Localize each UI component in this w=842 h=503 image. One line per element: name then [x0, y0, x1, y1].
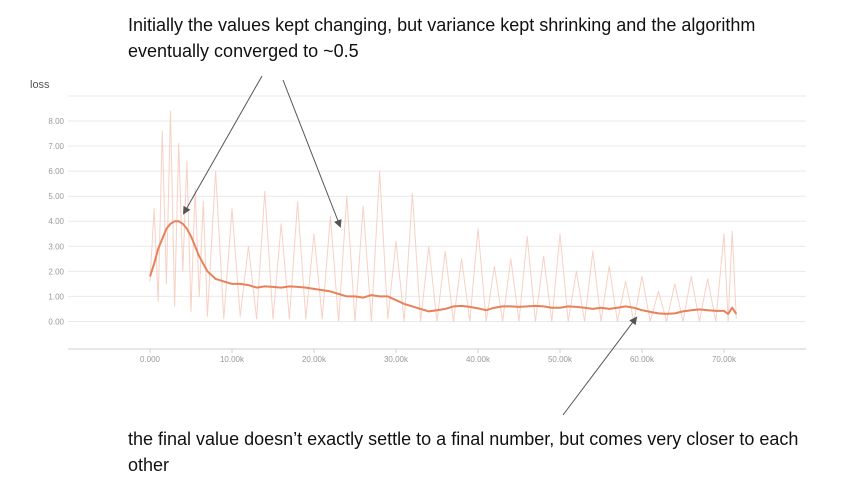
x-tick-label: 10.00k: [220, 355, 245, 364]
x-tick-label: 50.00k: [548, 355, 573, 364]
chart-title: loss: [30, 79, 50, 91]
x-tick-label: 40.00k: [466, 355, 491, 364]
arrow-to-variance: [282, 79, 342, 228]
x-axis-ticks: 0.000 10.00k 20.00k 30.00k 40.00k 50.00k 60.00…: [140, 349, 737, 364]
x-tick-label: 0.000: [140, 355, 161, 364]
x-tick-label: 70.00k: [712, 355, 737, 364]
chart-series: [149, 110, 738, 322]
arrow-to-tail: [562, 316, 638, 416]
arrow-to-peak: [183, 75, 263, 215]
y-tick-label: 1.00: [48, 292, 64, 301]
x-tick-label: 20.00k: [302, 355, 327, 364]
y-axis-ticks: 0.00 1.00 2.00 3.00 4.00 5.00 6.00 7.00 8.00: [48, 117, 64, 326]
annotation-arrows: [183, 75, 638, 416]
y-tick-label: 0.00: [48, 317, 64, 326]
annotation-top: Initially the values kept changing, but …: [128, 15, 756, 61]
y-tick-label: 6.00: [48, 167, 64, 176]
y-tick-label: 4.00: [48, 217, 64, 226]
x-tick-label: 30.00k: [384, 355, 409, 364]
raw-loss-line: [149, 110, 737, 322]
x-tick-label: 60.00k: [630, 355, 655, 364]
y-tick-label: 8.00: [48, 117, 64, 126]
smoothed-loss-line: [149, 220, 738, 315]
y-tick-label: 7.00: [48, 142, 64, 151]
annotation-bottom: the final value doesn’t exactly settle t…: [128, 429, 799, 475]
y-tick-label: 5.00: [48, 192, 64, 201]
y-tick-label: 3.00: [48, 242, 64, 251]
y-tick-label: 2.00: [48, 267, 64, 276]
